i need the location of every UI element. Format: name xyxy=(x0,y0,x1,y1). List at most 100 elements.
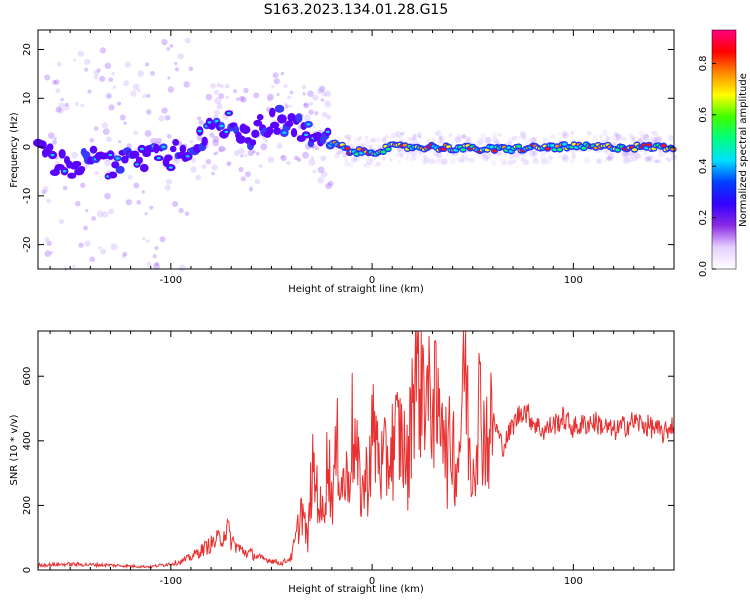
spectrogram-noise-point xyxy=(302,92,306,96)
spectrogram-ridge-core xyxy=(108,153,113,157)
spectrogram-noise-point xyxy=(174,61,178,66)
spectrogram-ridge-blob xyxy=(274,104,285,113)
spectrogram-noise-point xyxy=(644,156,652,163)
spectrogram-noise-point xyxy=(613,141,618,145)
spectrogram-noise-point xyxy=(426,139,430,143)
spectrogram-y-ticks: -20 -10 0 10 20 xyxy=(22,43,674,253)
spectrogram-noise-point xyxy=(461,133,467,139)
spectrogram-ridge-blob xyxy=(269,107,276,118)
spectrogram-noise-point xyxy=(212,152,217,156)
spectrogram-noise-point xyxy=(89,138,95,143)
spectrogram-ridge-blob xyxy=(71,160,82,168)
spectrogram-noise-point xyxy=(101,122,108,129)
spectrogram-noise-point xyxy=(314,111,319,116)
spectrogram-noise-point xyxy=(141,190,146,194)
spectrogram-noise-point xyxy=(252,150,256,154)
colorbar-tick-label: 0.6 xyxy=(698,107,709,123)
spectrogram-noise-point xyxy=(343,161,350,168)
spectrogram-frame xyxy=(37,29,675,270)
spectrogram-noise-point xyxy=(656,135,663,142)
spectrogram-noise-point xyxy=(549,156,553,160)
spectrogram-noise-point xyxy=(334,153,340,159)
spectrogram-noise-point xyxy=(634,155,638,159)
spectrogram-ridge-blob xyxy=(253,119,263,127)
spectrogram-noise-point xyxy=(96,210,104,218)
spectrogram-ridge-blob xyxy=(277,114,287,124)
spectrogram-noise-point xyxy=(342,153,348,159)
spectrogram-noise-point xyxy=(123,121,127,125)
spectrogram-noise-point xyxy=(51,139,57,145)
spectrogram-noise-point xyxy=(110,243,118,251)
spectrogram-x-tick-label: 100 xyxy=(564,275,583,286)
spectrogram-noise-point xyxy=(127,174,133,180)
spectrogram-noise-point xyxy=(212,139,219,147)
spectrogram-noise-point xyxy=(99,47,107,54)
spectrogram-noise-point xyxy=(409,156,416,162)
spectrogram-noise-point xyxy=(253,92,260,99)
spectrogram-noise-point xyxy=(174,67,179,72)
spectrogram-noise-point xyxy=(644,155,651,162)
spectrogram-noise-point xyxy=(375,161,382,167)
spectrogram-noise-point xyxy=(178,264,186,272)
spectrogram-noise-point xyxy=(465,137,471,143)
spectrogram-noise-point xyxy=(145,109,152,115)
spectrogram-y-tick-label: 20 xyxy=(22,43,33,56)
spectrogram-noise-point xyxy=(152,254,157,259)
spectrogram-y-tick-label: 10 xyxy=(22,92,33,105)
spectrogram-noise-point xyxy=(429,158,435,165)
spectrogram-noise-point xyxy=(594,150,599,154)
spectrogram-noise-point xyxy=(293,155,299,161)
spectrogram-noise-point xyxy=(217,147,223,152)
spectrogram-noise-point xyxy=(507,137,514,144)
spectrogram-noise-point xyxy=(101,211,109,218)
spectrogram-ridge-blob xyxy=(172,138,180,146)
spectrogram-noise-point xyxy=(657,152,663,158)
spectrogram-noise-point xyxy=(123,80,130,87)
spectrogram-noise-point xyxy=(417,151,422,157)
spectrogram-noise-point xyxy=(124,61,131,68)
spectrogram-noise-point xyxy=(97,245,102,250)
spectrogram-noise-point xyxy=(325,182,332,190)
spectrogram-noise-point xyxy=(461,152,469,159)
spectrogram-noise-point xyxy=(94,171,99,176)
spectrogram-noise-point xyxy=(412,133,417,138)
spectrogram-noise-point xyxy=(46,198,51,204)
spectrogram-noise-point xyxy=(324,90,332,97)
spectrogram-noise-point xyxy=(512,135,518,141)
spectrogram-noise-point xyxy=(130,90,137,97)
spectrogram-noise-point xyxy=(368,145,373,150)
spectrogram-noise-point xyxy=(522,154,527,159)
spectrogram-noise-point xyxy=(172,200,179,208)
spectrogram-ridge-core xyxy=(516,144,522,148)
spectrogram-noise-point xyxy=(264,139,268,143)
spectrogram-noise-point xyxy=(150,70,155,76)
spectrogram-noise-point xyxy=(412,135,418,141)
spectrogram-noise-point xyxy=(636,154,642,159)
spectrogram-noise-point xyxy=(460,153,465,158)
spectrogram-noise-point xyxy=(119,114,126,121)
spectrogram-noise-point xyxy=(348,162,354,168)
spectrogram-noise-point xyxy=(53,137,57,141)
spectrogram-noise-point xyxy=(238,147,245,155)
spectrogram-noise-point xyxy=(489,152,493,156)
spectrogram-noise-point xyxy=(350,156,358,163)
snr-y-ticks: 0 200 400 600 xyxy=(22,367,674,573)
spectrogram-noise-point xyxy=(104,62,112,70)
spectrogram-noise-point xyxy=(52,80,57,85)
spectrogram-noise-point xyxy=(603,149,609,155)
spectrogram-noise-point xyxy=(658,138,662,142)
snr-y-tick-label: 200 xyxy=(22,496,33,515)
spectrogram-noise-point xyxy=(397,150,405,157)
spectrogram-noise-point xyxy=(411,153,419,161)
spectrogram-noise-point xyxy=(287,95,292,100)
spectrogram-ridge-blob xyxy=(290,127,298,138)
spectrogram-noise-point xyxy=(586,130,592,136)
spectrogram-noise-point xyxy=(108,104,115,111)
spectrogram-noise-point xyxy=(466,138,473,144)
spectrogram-noise-point xyxy=(112,85,117,89)
spectrogram-noise-point xyxy=(399,153,404,159)
spectrogram-noise-point xyxy=(561,154,568,161)
spectrogram-ridge-blob xyxy=(129,150,140,159)
spectrogram-noise-point xyxy=(304,114,311,122)
spectrogram-noise-point xyxy=(150,138,157,145)
